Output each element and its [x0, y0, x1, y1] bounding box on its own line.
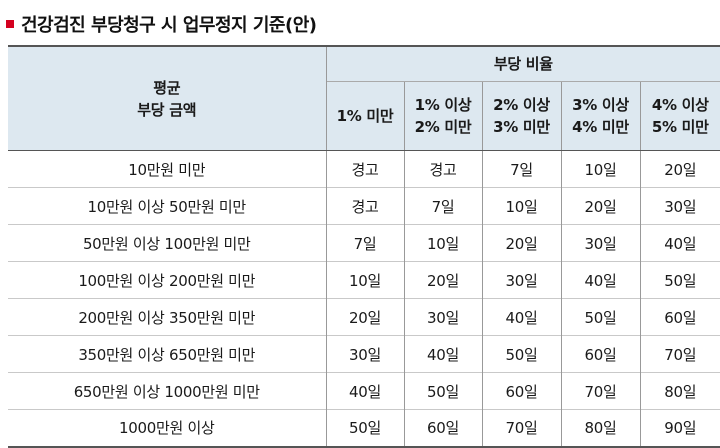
table-cell: 30일	[482, 262, 561, 299]
table-cell: 60일	[482, 373, 561, 410]
table-cell: 20일	[640, 151, 720, 188]
table-cell: 40일	[404, 336, 482, 373]
table-cell: 80일	[561, 410, 640, 447]
table-cell: 50일	[640, 262, 720, 299]
table-cell: 20일	[561, 188, 640, 225]
table-row: 50만원 이상 100만원 미만 7일 10일 20일 30일 40일	[8, 225, 720, 262]
column-header-line: 2% 이상	[483, 94, 561, 116]
table-row: 1000만원 이상 50일 60일 70일 80일 90일	[8, 410, 720, 447]
table-cell: 50일	[561, 299, 640, 336]
row-label: 100만원 이상 200만원 미만	[8, 262, 326, 299]
group-header: 부당 비율	[326, 46, 720, 82]
table-cell: 60일	[404, 410, 482, 447]
table-cell: 70일	[482, 410, 561, 447]
column-header: 4% 이상 5% 미만	[640, 82, 720, 151]
title-row: 건강검진 부당청구 시 업무정지 기준(안)	[6, 10, 316, 38]
table-cell: 90일	[640, 410, 720, 447]
row-label: 650만원 이상 1000만원 미만	[8, 373, 326, 410]
row-label: 200만원 이상 350만원 미만	[8, 299, 326, 336]
column-header: 1% 이상 2% 미만	[404, 82, 482, 151]
row-header-cell: 평균 부당 금액	[8, 46, 326, 151]
table-cell: 40일	[326, 373, 404, 410]
table-cell: 7일	[482, 151, 561, 188]
table-cell: 10일	[561, 151, 640, 188]
table-cell: 70일	[561, 373, 640, 410]
table-cell: 60일	[640, 299, 720, 336]
table-row: 10만원 미만 경고 경고 7일 10일 20일	[8, 151, 720, 188]
column-header: 3% 이상 4% 미만	[561, 82, 640, 151]
column-header-line: 3% 이상	[562, 94, 640, 116]
row-label: 50만원 이상 100만원 미만	[8, 225, 326, 262]
table-cell: 30일	[561, 225, 640, 262]
table-row: 100만원 이상 200만원 미만 10일 20일 30일 40일 50일	[8, 262, 720, 299]
table-cell: 경고	[326, 188, 404, 225]
column-header: 2% 이상 3% 미만	[482, 82, 561, 151]
table-cell: 7일	[404, 188, 482, 225]
column-header-line: 2% 미만	[405, 116, 482, 138]
page-title: 건강검진 부당청구 시 업무정지 기준(안)	[21, 11, 316, 37]
column-header-line: 3% 미만	[483, 116, 561, 138]
table-cell: 40일	[482, 299, 561, 336]
table-cell: 50일	[326, 410, 404, 447]
table-cell: 70일	[640, 336, 720, 373]
table-row: 350만원 이상 650만원 미만 30일 40일 50일 60일 70일	[8, 336, 720, 373]
column-header: 1% 미만	[326, 82, 404, 151]
table-row: 200만원 이상 350만원 미만 20일 30일 40일 50일 60일	[8, 299, 720, 336]
table-cell: 30일	[640, 188, 720, 225]
table-row: 650만원 이상 1000만원 미만 40일 50일 60일 70일 80일	[8, 373, 720, 410]
column-header-line: 5% 미만	[641, 116, 720, 138]
table-cell: 30일	[326, 336, 404, 373]
row-label: 10만원 이상 50만원 미만	[8, 188, 326, 225]
table-cell: 60일	[561, 336, 640, 373]
table-row: 10만원 이상 50만원 미만 경고 7일 10일 20일 30일	[8, 188, 720, 225]
table-cell: 10일	[326, 262, 404, 299]
column-header-line: 4% 이상	[641, 94, 720, 116]
row-header-line: 평균	[8, 77, 326, 99]
suspension-criteria-table: 평균 부당 금액 부당 비율 1% 미만 1% 이상 2% 미만 2% 이상 3…	[8, 45, 720, 448]
table-cell: 40일	[561, 262, 640, 299]
table-cell: 10일	[404, 225, 482, 262]
table-cell: 경고	[326, 151, 404, 188]
table-cell: 20일	[326, 299, 404, 336]
table-cell: 50일	[482, 336, 561, 373]
column-header-line: 1% 미만	[327, 105, 404, 127]
row-label: 1000만원 이상	[8, 410, 326, 447]
table-cell: 50일	[404, 373, 482, 410]
column-header-line: 4% 미만	[562, 116, 640, 138]
row-header-line: 부당 금액	[8, 99, 326, 121]
row-label: 10만원 미만	[8, 151, 326, 188]
table-cell: 20일	[482, 225, 561, 262]
table-cell: 7일	[326, 225, 404, 262]
table-cell: 경고	[404, 151, 482, 188]
table-cell: 80일	[640, 373, 720, 410]
table-cell: 40일	[640, 225, 720, 262]
table-cell: 10일	[482, 188, 561, 225]
table-cell: 30일	[404, 299, 482, 336]
column-header-line: 1% 이상	[405, 94, 482, 116]
table-cell: 20일	[404, 262, 482, 299]
row-label: 350만원 이상 650만원 미만	[8, 336, 326, 373]
title-bullet-icon	[6, 20, 14, 28]
